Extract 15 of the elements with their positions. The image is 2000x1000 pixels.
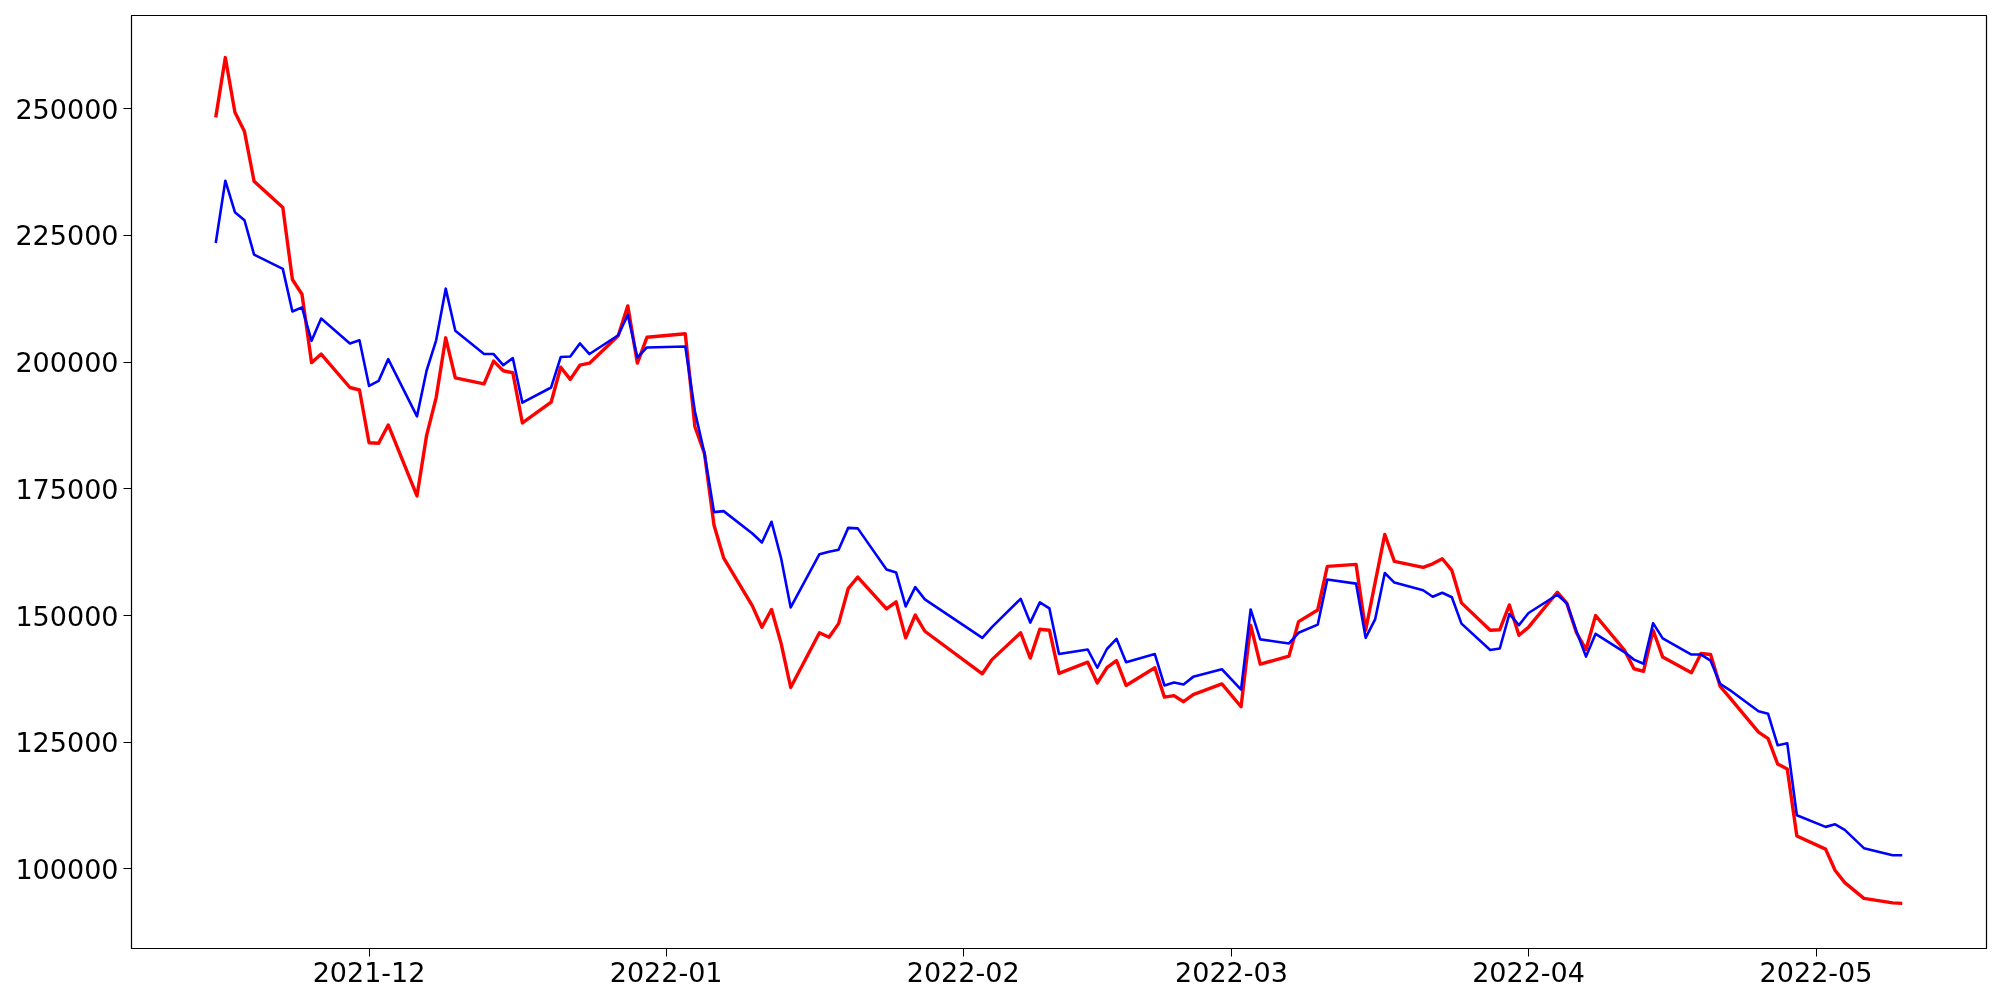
x-tick-label: 2022-01 — [609, 956, 723, 988]
x-tick-label: 2022-03 — [1175, 956, 1288, 988]
line-series — [214, 55, 1904, 906]
y-tick-label: 200000 — [15, 347, 119, 379]
y-tick-label: 225000 — [15, 220, 119, 252]
y-tick-label: 250000 — [15, 93, 119, 125]
x-tick-label: 2022-05 — [1759, 956, 1873, 988]
y-tick-label: 125000 — [15, 727, 119, 759]
y-tick-label: 175000 — [15, 473, 119, 505]
line-series — [214, 179, 1904, 857]
x-tick-label: 2022-04 — [1472, 956, 1585, 988]
x-tick-label: 2022-02 — [906, 956, 1020, 988]
y-tick-label: 150000 — [15, 600, 119, 632]
x-tick-label: 2021-12 — [312, 956, 426, 988]
y-tick-label: 100000 — [15, 853, 119, 885]
